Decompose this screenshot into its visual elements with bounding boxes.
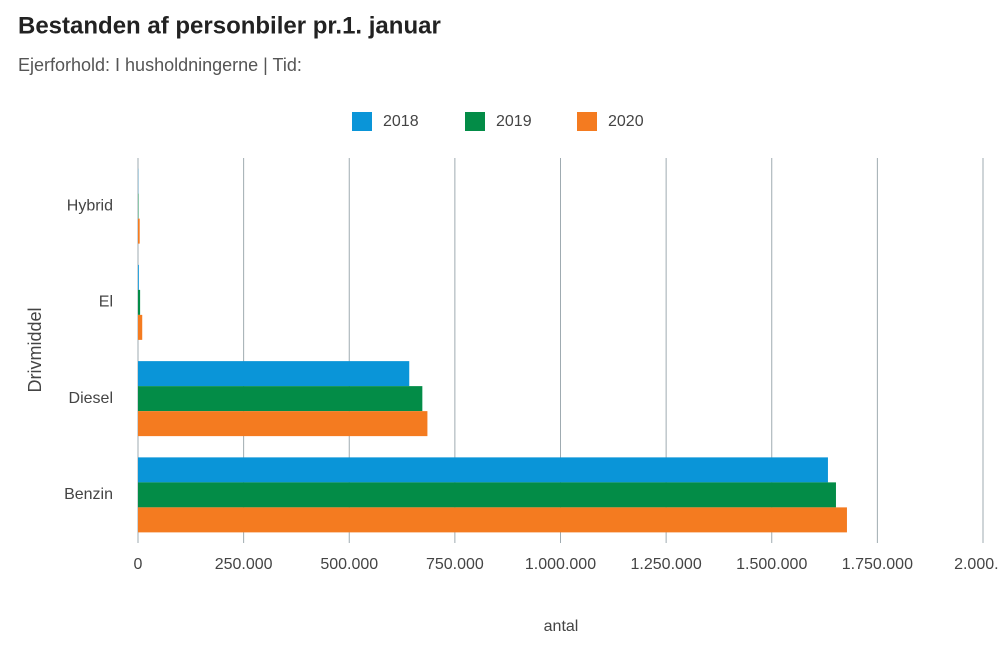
bar bbox=[138, 457, 828, 483]
x-tick-label: 750.000 bbox=[426, 556, 484, 573]
chart-subtitle: Ejerforhold: I husholdningerne | Tid: bbox=[18, 55, 302, 75]
legend-swatch bbox=[577, 112, 597, 131]
bar bbox=[138, 361, 410, 387]
x-tick-label: 250.000 bbox=[215, 556, 273, 573]
y-tick-label: Hybrid bbox=[67, 197, 113, 214]
legend-swatch bbox=[465, 112, 485, 131]
y-axis-label: Drivmiddel bbox=[25, 307, 45, 392]
y-tick-label: El bbox=[99, 294, 113, 311]
x-tick-label: 1.500.000 bbox=[736, 556, 807, 573]
bar bbox=[138, 289, 141, 315]
bar bbox=[138, 386, 423, 412]
legend-swatch bbox=[352, 112, 372, 131]
x-tick-label: 500.000 bbox=[320, 556, 378, 573]
x-tick-label: 2.000.... bbox=[954, 556, 1000, 573]
y-tick-label: Benzin bbox=[64, 486, 113, 503]
x-axis-label: antal bbox=[544, 618, 579, 635]
x-tick-label: 1.750.000 bbox=[842, 556, 913, 573]
x-tick-label: 0 bbox=[134, 556, 143, 573]
bar bbox=[138, 411, 428, 437]
legend-label: 2018 bbox=[383, 113, 419, 130]
bar bbox=[138, 314, 143, 340]
chart-title: Bestanden af personbiler pr.1. januar bbox=[18, 12, 441, 39]
bar bbox=[138, 507, 847, 533]
legend-label: 2019 bbox=[496, 113, 532, 130]
x-tick-label: 1.250.000 bbox=[631, 556, 702, 573]
y-tick-label: Diesel bbox=[69, 390, 113, 407]
bar bbox=[138, 218, 140, 244]
bar bbox=[138, 264, 139, 290]
bar bbox=[138, 482, 836, 508]
legend-label: 2020 bbox=[608, 113, 644, 130]
x-tick-label: 1.000.000 bbox=[525, 556, 596, 573]
